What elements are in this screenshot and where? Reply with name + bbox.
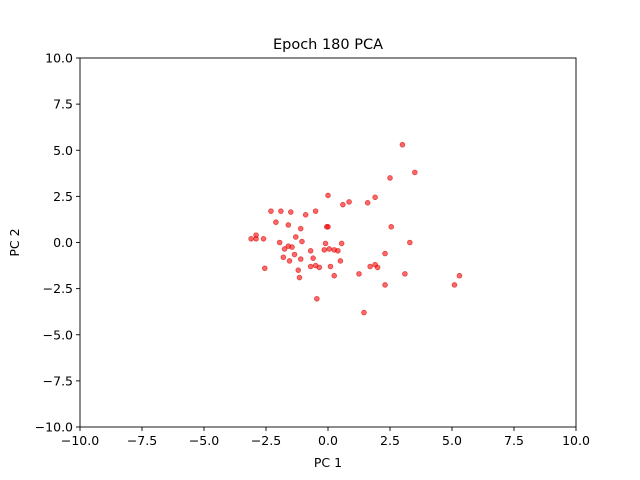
data-point	[292, 234, 299, 240]
data-point	[361, 309, 367, 316]
data-point	[268, 208, 274, 214]
data-point	[374, 264, 381, 271]
data-point	[325, 192, 331, 199]
data-point	[321, 247, 328, 253]
data-point	[327, 263, 334, 270]
data-point	[346, 199, 352, 205]
y-tick-label: −7.5	[43, 373, 73, 388]
y-axis-label: PC 2	[7, 228, 22, 256]
data-point	[297, 225, 304, 232]
data-point	[302, 212, 309, 218]
data-point	[273, 219, 279, 226]
data-point	[407, 239, 413, 246]
data-point	[411, 169, 418, 176]
data-point	[322, 240, 329, 247]
x-tick-label: 7.5	[504, 433, 524, 448]
x-tick-label: 0.0	[318, 433, 338, 448]
data-point	[314, 295, 320, 302]
points-layer	[248, 141, 463, 316]
data-point	[287, 209, 294, 215]
x-tick-label: 5.0	[442, 433, 462, 448]
data-point	[312, 208, 319, 214]
data-point	[310, 255, 316, 261]
data-point	[248, 236, 254, 242]
y-tick-label: 0.0	[53, 235, 73, 250]
data-point	[291, 251, 298, 258]
data-point	[387, 175, 393, 181]
y-axis: −10.0 −7.5 −5.0 −2.5 0.0 2.5 5.0 7.5 10.0	[35, 51, 80, 435]
data-point	[367, 263, 373, 270]
data-point	[295, 267, 302, 273]
y-tick-label: 7.5	[53, 97, 73, 112]
x-tick-label: −10.0	[61, 433, 99, 448]
data-point	[335, 248, 341, 254]
data-point	[331, 272, 338, 279]
x-tick-label: −2.5	[251, 433, 281, 448]
data-point	[382, 250, 388, 257]
data-point	[260, 236, 267, 242]
data-point	[382, 282, 388, 288]
data-point	[364, 200, 371, 206]
data-point	[299, 238, 305, 245]
data-point	[286, 258, 293, 264]
data-point	[340, 201, 346, 208]
data-point	[372, 194, 378, 201]
y-tick-label: 5.0	[53, 143, 73, 158]
data-point	[356, 271, 362, 277]
data-point	[261, 265, 268, 272]
x-tick-label: −7.5	[127, 433, 157, 448]
data-point	[451, 282, 458, 288]
data-point	[253, 236, 259, 242]
data-point	[337, 258, 344, 264]
data-point	[388, 224, 395, 230]
data-point	[325, 224, 331, 230]
data-point	[276, 239, 283, 246]
x-tick-label: 10.0	[562, 433, 590, 448]
x-axis-label: PC 1	[314, 455, 342, 470]
data-point	[280, 254, 287, 261]
data-point	[281, 246, 288, 252]
data-point	[297, 256, 304, 262]
x-tick-label: 2.5	[380, 433, 400, 448]
y-tick-label: −5.0	[43, 327, 73, 342]
y-tick-label: 10.0	[45, 51, 73, 66]
chart-title: Epoch 180 PCA	[273, 37, 383, 53]
data-point	[278, 208, 284, 214]
data-point	[307, 248, 314, 254]
data-point	[338, 240, 345, 247]
data-point	[326, 246, 333, 252]
y-tick-label: 2.5	[53, 189, 73, 204]
data-point	[289, 244, 295, 250]
data-point	[296, 274, 303, 281]
data-point	[285, 222, 292, 228]
data-point	[399, 141, 406, 148]
data-point	[307, 263, 314, 270]
y-tick-label: −10.0	[35, 420, 73, 435]
y-tick-label: −2.5	[43, 281, 73, 296]
data-point	[316, 264, 323, 271]
data-point	[456, 272, 463, 279]
x-tick-label: −5.0	[189, 433, 219, 448]
x-axis: −10.0 −7.5 −5.0 −2.5 0.0 2.5 5.0 7.5 10.0	[61, 427, 590, 448]
data-point	[402, 271, 408, 277]
